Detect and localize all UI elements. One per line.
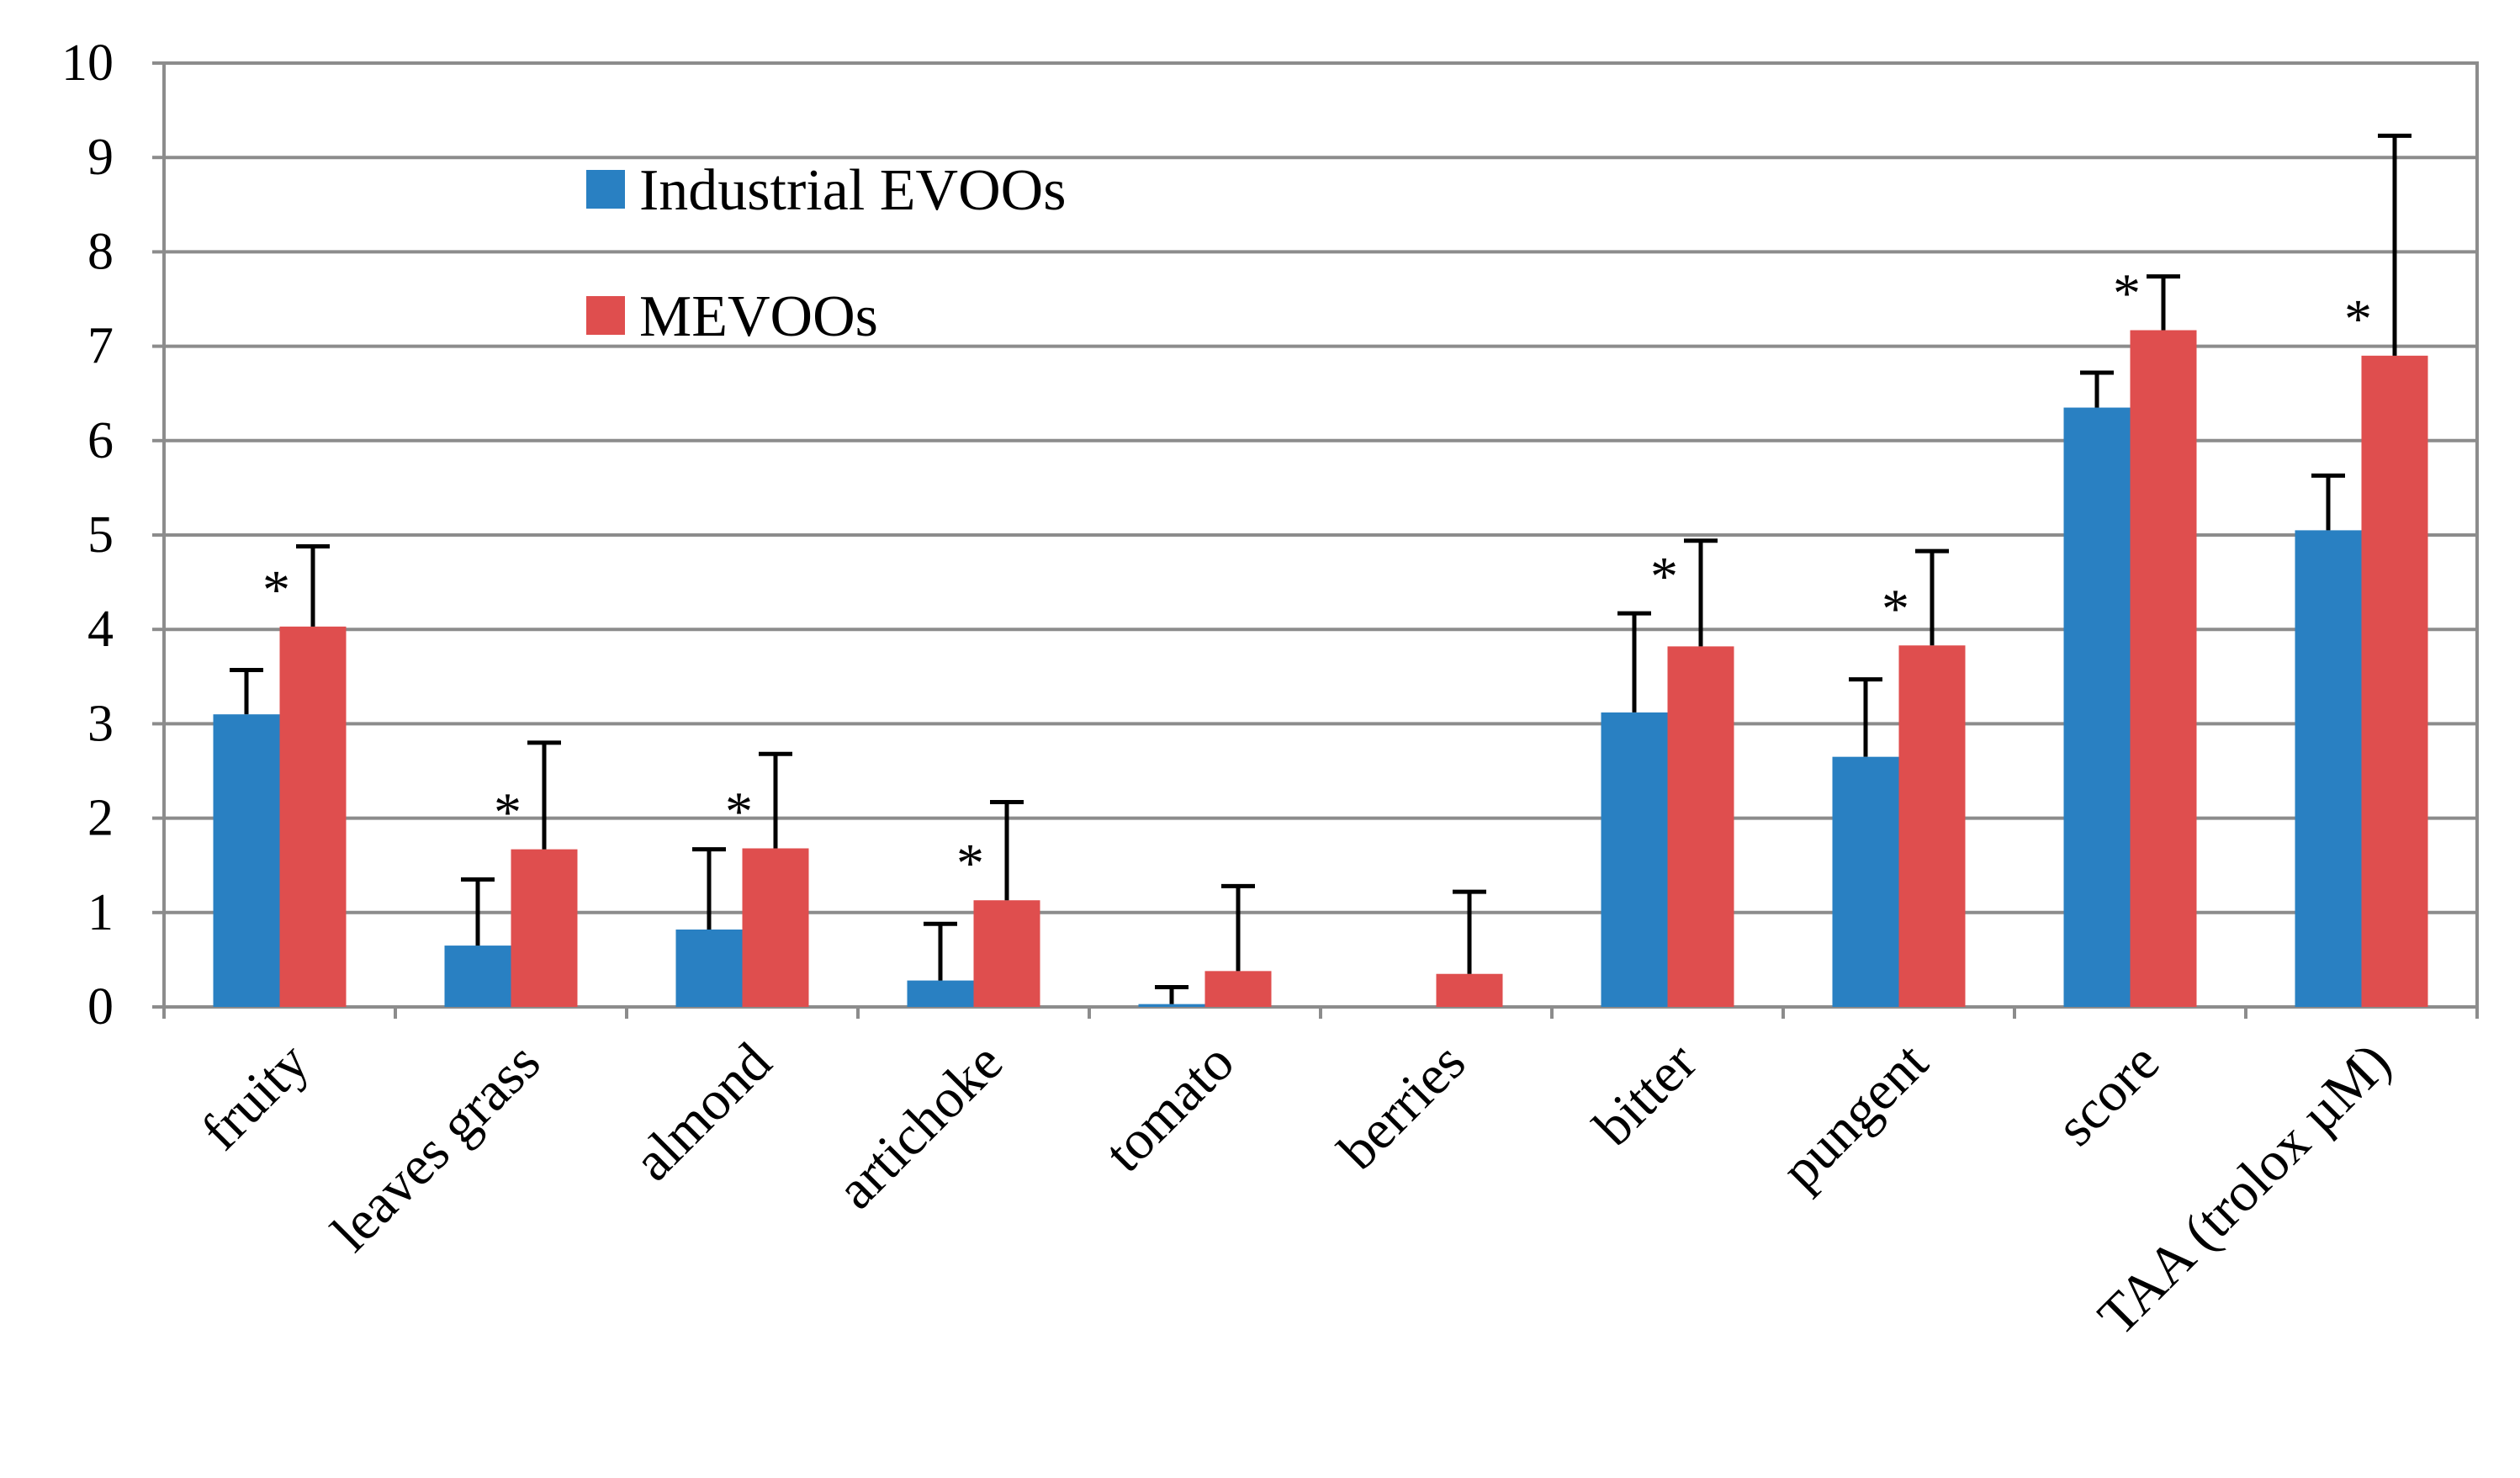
y-tick-label: 4 [87, 601, 114, 658]
bar [1204, 971, 1272, 1007]
y-tick-label: 6 [87, 412, 114, 469]
axis-layer [152, 61, 2479, 1019]
bar [742, 848, 809, 1007]
bars-layer [213, 330, 2428, 1007]
legend-label: MEVOOs [639, 284, 878, 349]
bar [1832, 756, 1899, 1007]
bar [279, 626, 347, 1007]
bar [907, 980, 974, 1007]
significance-star: * [494, 782, 521, 844]
bar [1436, 973, 1503, 1007]
category-label: berries [1327, 1031, 1478, 1182]
category-label: artichoke [825, 1031, 1014, 1221]
bar [1898, 645, 1966, 1007]
category-label: tomato [1093, 1031, 1246, 1184]
y-tick-label: 0 [87, 978, 114, 1036]
error-bars-layer [230, 133, 2411, 1004]
significance-star: * [1882, 578, 1909, 639]
significance-star: * [725, 781, 753, 843]
y-tick-label: 3 [87, 695, 114, 752]
y-tick-label: 1 [87, 884, 114, 941]
bar [1667, 646, 1734, 1007]
category-label: leaves grass [320, 1031, 552, 1263]
bar [1601, 712, 1668, 1007]
category-label: score [2045, 1031, 2171, 1158]
labels-layer: 0 1 2 3 4 5 6 7 8 9 10 * * * * * * * * fruity leaves grass al… [61, 34, 2402, 1347]
category-label: bitter [1582, 1031, 1708, 1158]
bar [2063, 407, 2131, 1007]
bar [2295, 530, 2362, 1007]
bar [973, 900, 1040, 1007]
bar [213, 714, 280, 1007]
bar [2361, 355, 2428, 1007]
significance-star: * [956, 833, 984, 894]
significance-star: * [262, 559, 290, 621]
y-tick-label: 2 [87, 790, 114, 847]
legend: Industrial EVOOs MEVOOs [586, 158, 1066, 349]
bar [444, 946, 511, 1007]
significance-star: * [1650, 546, 1678, 607]
y-tick-label: 5 [87, 506, 114, 564]
bar [2130, 330, 2197, 1007]
bar [511, 849, 578, 1007]
legend-label: Industrial EVOOs [639, 158, 1066, 223]
bar [1138, 1004, 1205, 1007]
significance-star: * [2344, 289, 2372, 350]
legend-swatch [586, 296, 625, 335]
category-label: pungent [1770, 1031, 1940, 1201]
significance-star: * [2113, 263, 2141, 325]
y-tick-label: 9 [87, 129, 114, 186]
y-tick-label: 7 [87, 318, 114, 375]
bar [675, 929, 743, 1007]
y-tick-label: 8 [87, 223, 114, 280]
category-label: almond [622, 1031, 784, 1193]
legend-swatch [586, 170, 625, 209]
y-tick-label: 10 [61, 34, 114, 92]
category-label: fruity [190, 1031, 320, 1162]
